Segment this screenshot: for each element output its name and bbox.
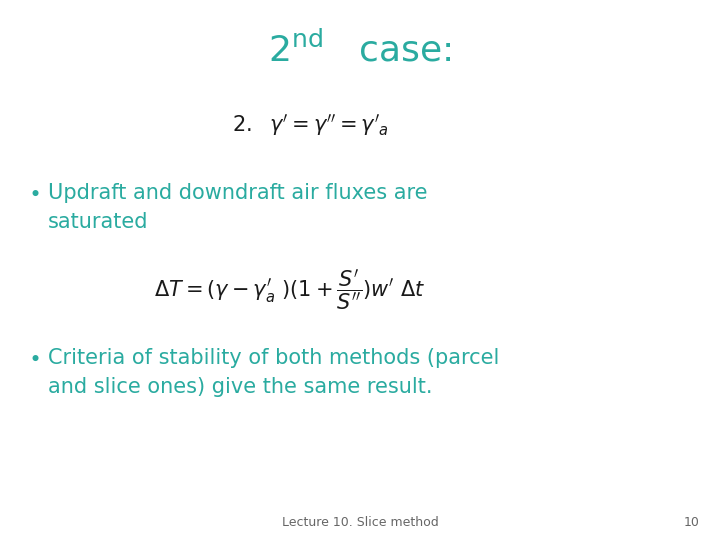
Text: and slice ones) give the same result.: and slice ones) give the same result.: [48, 377, 433, 397]
Text: $\bullet$: $\bullet$: [28, 348, 40, 368]
Text: Criteria of stability of both methods (parcel: Criteria of stability of both methods (p…: [48, 348, 500, 368]
Text: 10: 10: [684, 516, 700, 529]
Text: Updraft and downdraft air fluxes are: Updraft and downdraft air fluxes are: [48, 183, 428, 203]
Text: $\Delta T = (\mathit{\gamma} - \mathit{\gamma}_{a}^{\prime}\ )(1+\dfrac{S^{\prim: $\Delta T = (\mathit{\gamma} - \mathit{\…: [154, 267, 426, 313]
Text: 2$^\mathregular{nd}$   case:: 2$^\mathregular{nd}$ case:: [268, 31, 452, 69]
Text: saturated: saturated: [48, 212, 148, 232]
Text: Lecture 10. Slice method: Lecture 10. Slice method: [282, 516, 438, 529]
Text: $\bullet$: $\bullet$: [28, 183, 40, 203]
Text: $2.\ \ \mathit{\gamma}^{\prime} = \mathit{\gamma}^{\prime\prime} = \mathit{\gamm: $2.\ \ \mathit{\gamma}^{\prime} = \mathi…: [232, 112, 388, 138]
